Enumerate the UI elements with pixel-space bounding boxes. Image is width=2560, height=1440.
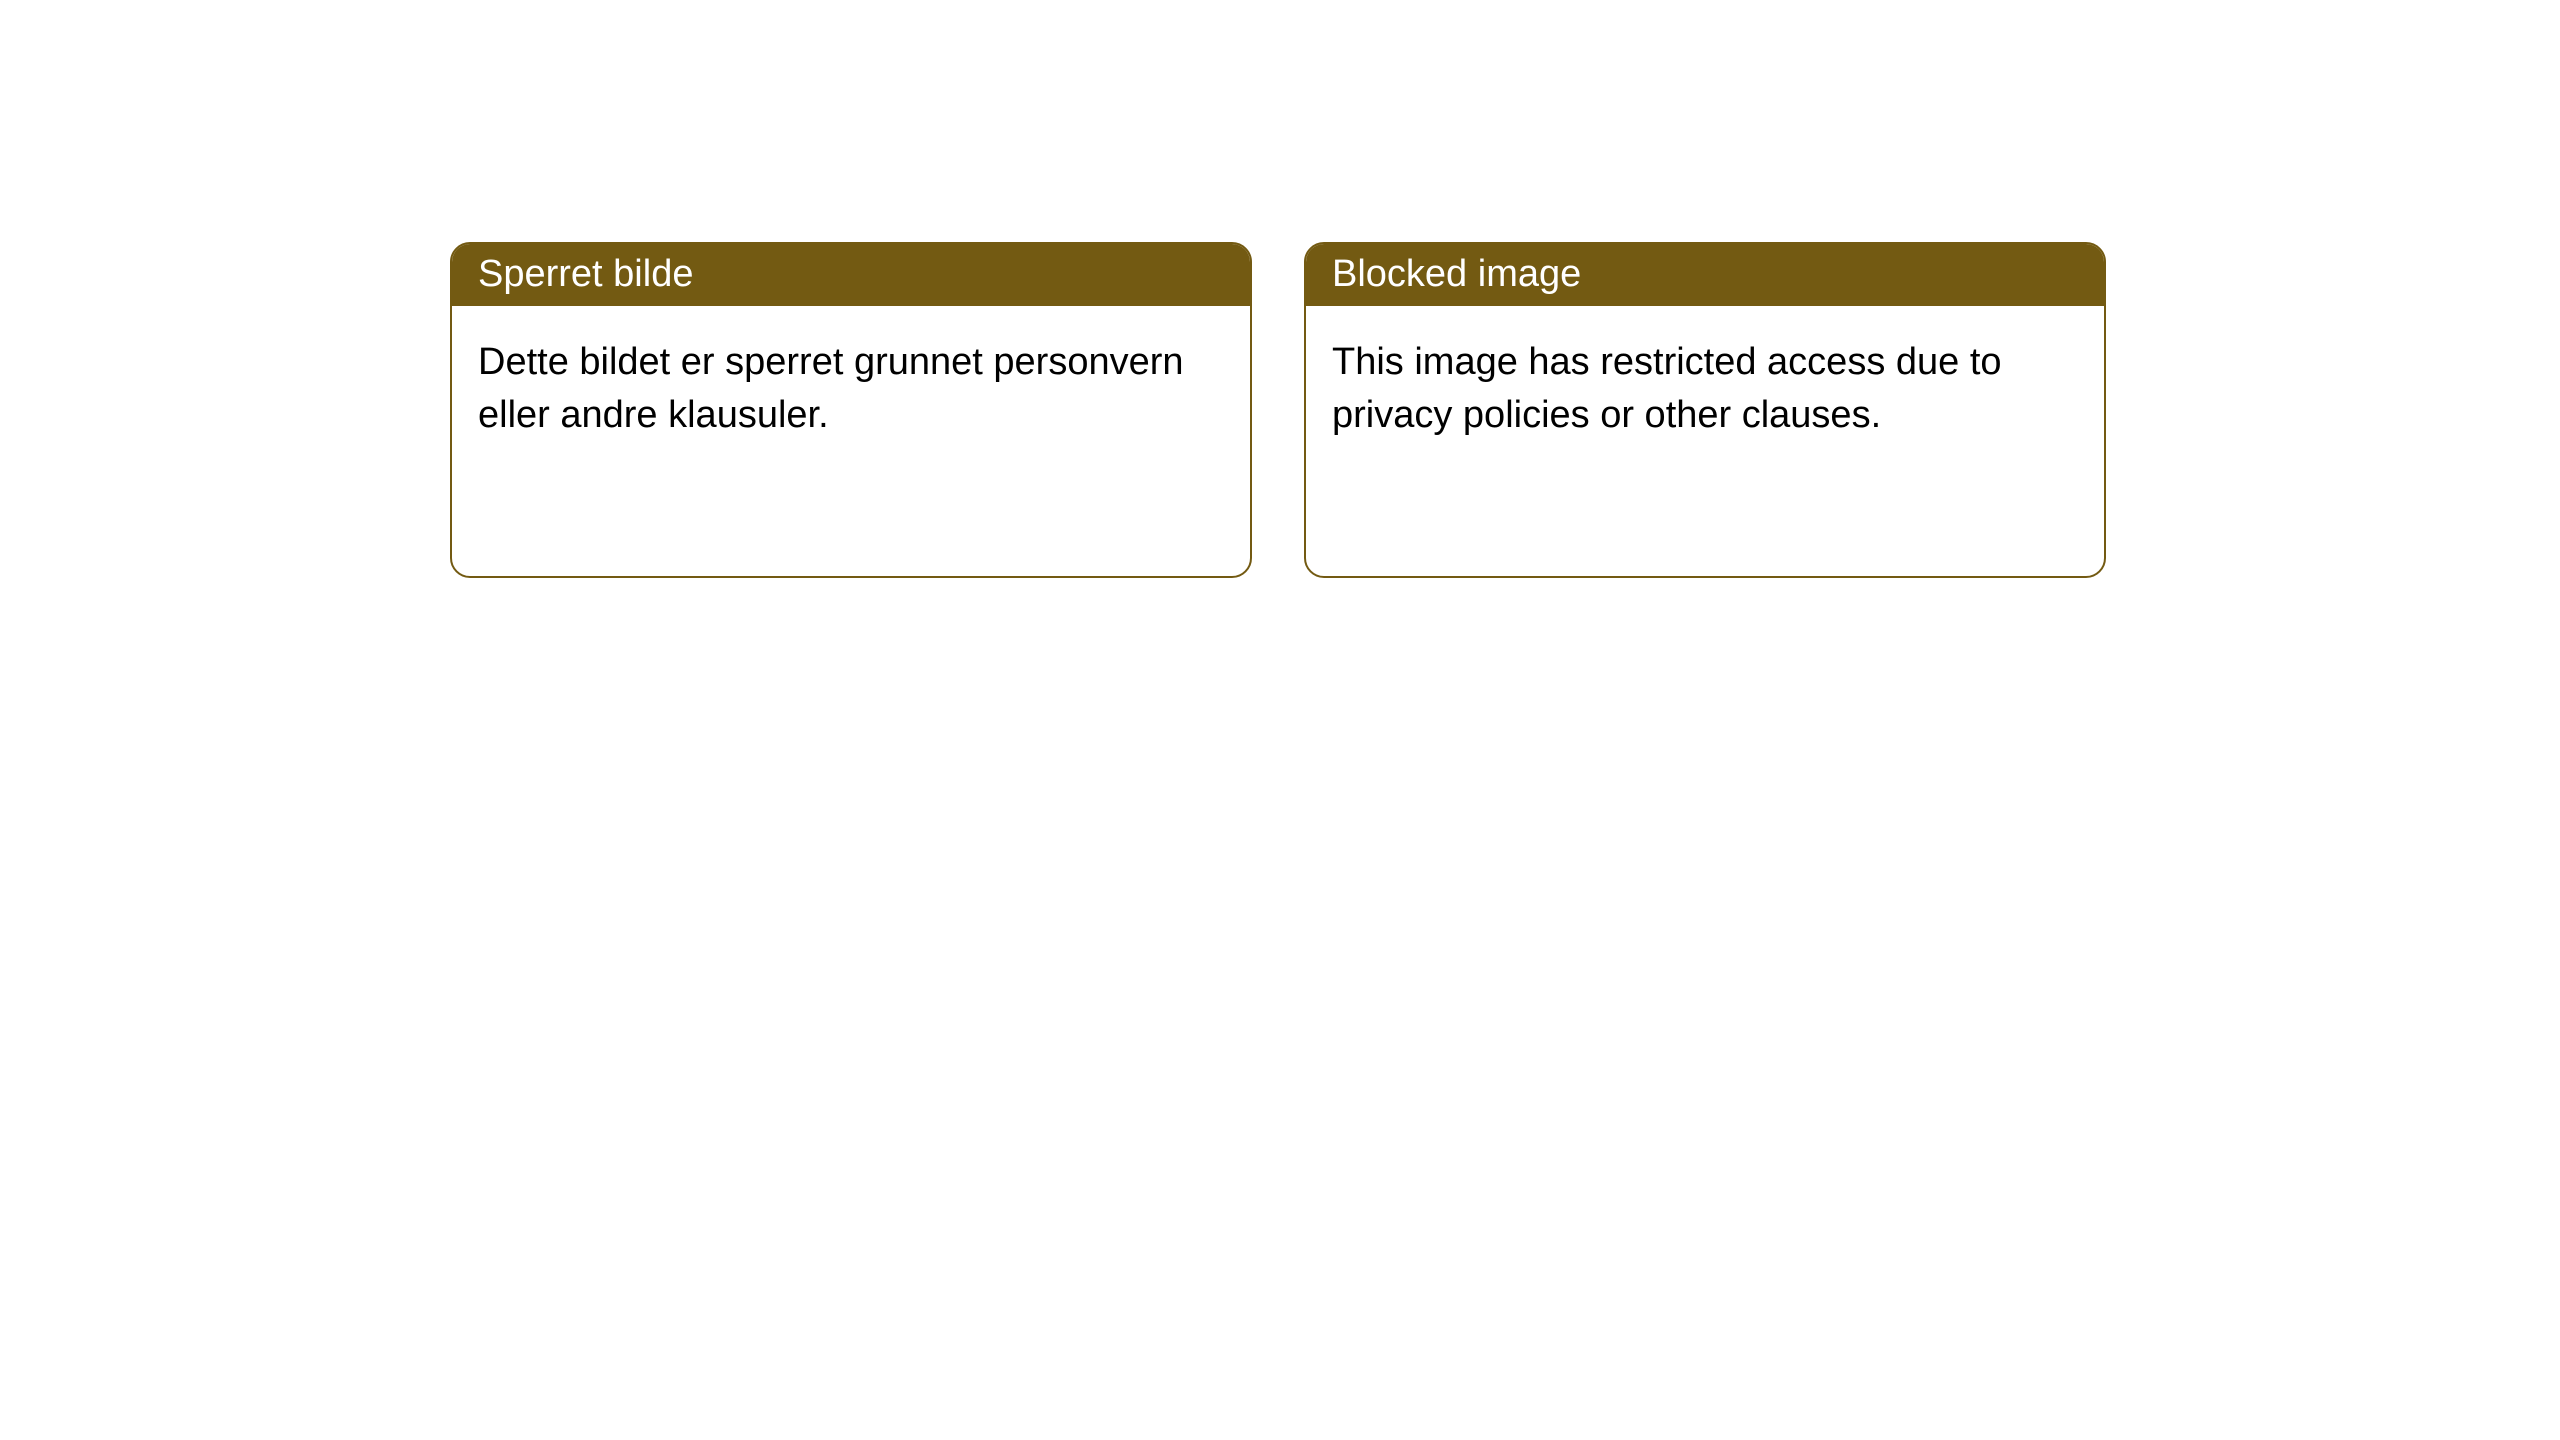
card-body: Dette bildet er sperret grunnet personve…: [452, 306, 1250, 472]
card-body: This image has restricted access due to …: [1306, 306, 2104, 472]
notice-cards-container: Sperret bilde Dette bildet er sperret gr…: [450, 242, 2106, 578]
card-title: Sperret bilde: [478, 253, 693, 296]
card-header: Sperret bilde: [452, 244, 1250, 306]
card-title: Blocked image: [1332, 253, 1581, 296]
notice-card-english: Blocked image This image has restricted …: [1304, 242, 2106, 578]
card-body-text: This image has restricted access due to …: [1332, 341, 2002, 436]
notice-card-norwegian: Sperret bilde Dette bildet er sperret gr…: [450, 242, 1252, 578]
card-header: Blocked image: [1306, 244, 2104, 306]
card-body-text: Dette bildet er sperret grunnet personve…: [478, 341, 1184, 436]
